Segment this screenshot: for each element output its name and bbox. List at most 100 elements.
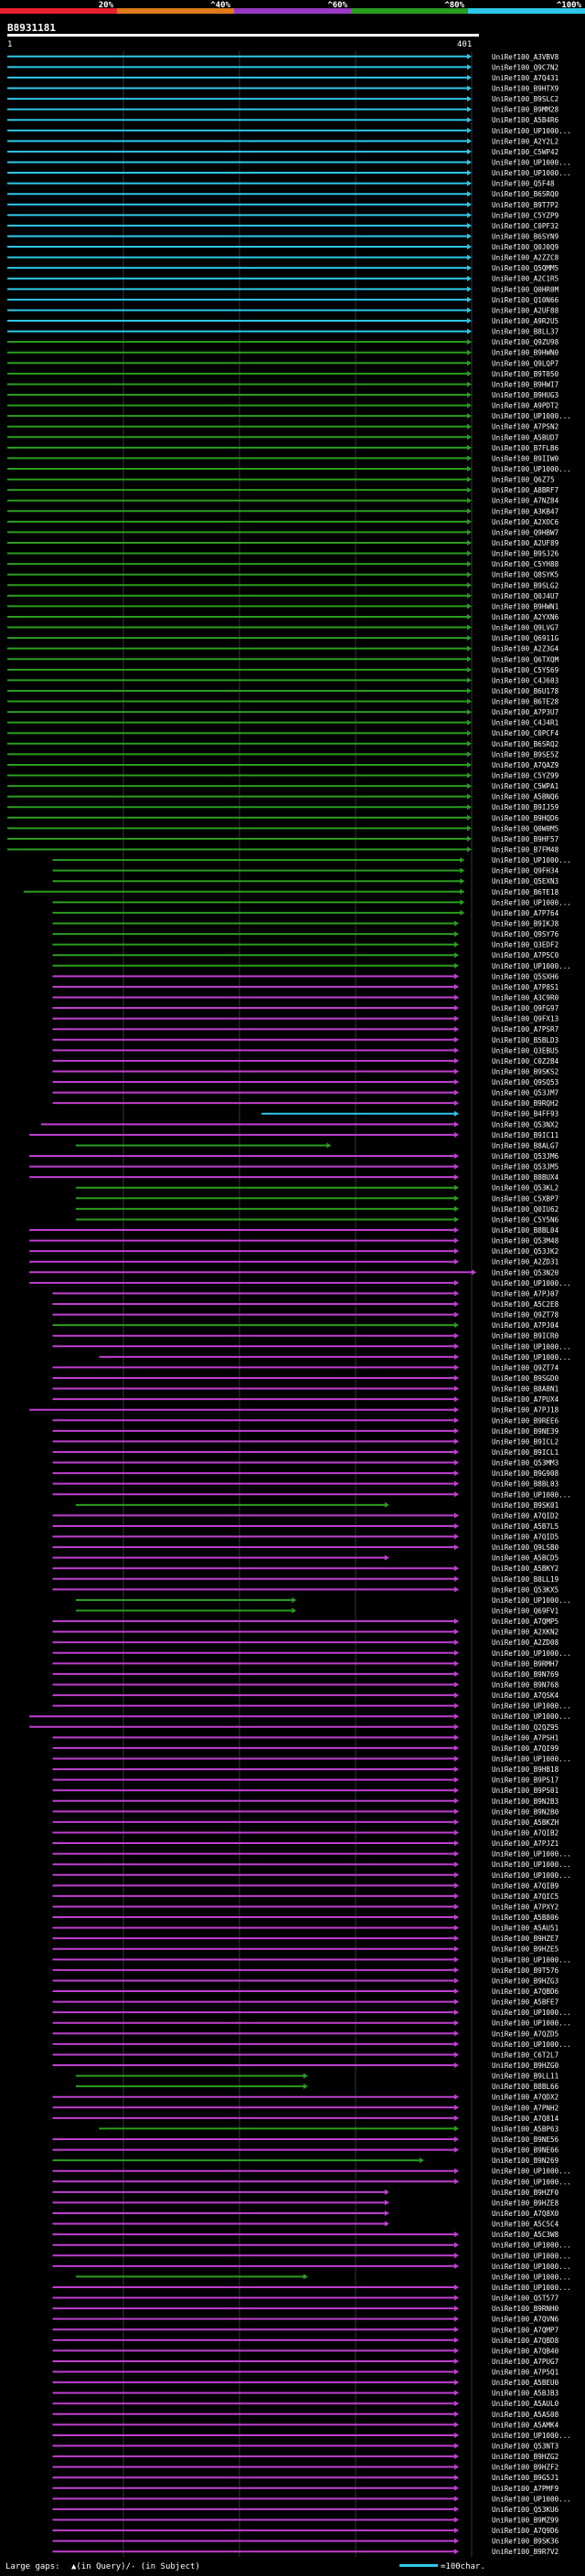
hit-arrow	[454, 1861, 460, 1868]
hit-row: UniRef100_UP1000...	[52, 1702, 571, 1711]
hit-row: UniRef100_UP1000...	[75, 2273, 571, 2281]
hit-arrow	[467, 370, 472, 376]
hit-arrow	[454, 1998, 460, 2005]
hit-label: UniRef100_A7PMF9	[492, 2485, 559, 2493]
hit-arrow	[460, 899, 465, 906]
hit-label: UniRef100_B9MM28	[492, 106, 559, 114]
hit-row: UniRef100_UP1000...	[29, 1279, 571, 1288]
hit-arrow	[467, 85, 472, 91]
hit-label: UniRef100_B9IC11	[492, 1131, 559, 1140]
hit-arrow	[467, 360, 472, 366]
hit-row: UniRef100_UP1000...	[7, 412, 571, 420]
hit-row: UniRef100_UP1000...	[99, 1353, 571, 1362]
hit-arrow	[467, 296, 472, 302]
hit-row: UniRef100_A3VBV8	[7, 53, 559, 61]
hit-label: UniRef100_A2ZD31	[492, 1258, 559, 1267]
hit-arrow	[467, 254, 472, 260]
hit-row: UniRef100_A5B4R6	[7, 116, 559, 124]
hit-row: UniRef100_B6SYN9	[7, 232, 559, 240]
hit-label: UniRef100_Q0W0M5	[492, 824, 558, 832]
hit-row: UniRef100_B9T050	[7, 370, 559, 378]
hit-row: UniRef100_Q53JM5	[29, 1163, 558, 1171]
hit-label: UniRef100_B8BUX4	[492, 1173, 559, 1182]
hit-arrow	[384, 2200, 389, 2206]
hit-arrow	[467, 191, 472, 197]
hit-arrow	[454, 1565, 460, 1572]
hit-row: UniRef100_UP1000...	[52, 2019, 571, 2028]
hit-label: UniRef100_Q53KX5	[492, 1585, 558, 1594]
hit-label: UniRef100_A5BP63	[492, 2125, 558, 2133]
hit-row: UniRef100_Q6911G	[7, 634, 559, 642]
hit-label: UniRef100_A2XKN2	[492, 1628, 558, 1637]
hit-label: UniRef100_A7P5C0	[492, 951, 559, 959]
hit-row: UniRef100_A7P5Q1	[52, 2369, 559, 2377]
hit-label: UniRef100_A5BJB3	[492, 2390, 558, 2398]
hit-arrow	[303, 2072, 308, 2079]
hit-row: UniRef100_Q9HBW7	[7, 528, 558, 536]
hit-row: UniRef100_B9RNH0	[52, 2305, 559, 2313]
hit-row: UniRef100_UP1000...	[52, 1649, 571, 1658]
hit-arrow	[467, 328, 472, 334]
scale-label: 20%	[99, 1, 114, 10]
hit-row: UniRef100_A7QID2	[52, 1511, 558, 1520]
hit-arrow	[467, 814, 472, 821]
hit-row: UniRef100_Q3EDF2	[52, 941, 558, 949]
hit-arrow	[467, 825, 472, 832]
hit-row: UniRef100_A7NZ84	[7, 497, 559, 505]
hit-arrow	[467, 645, 472, 652]
hit-label: UniRef100_Q0J0Q9	[492, 243, 559, 251]
hit-arrow	[454, 2348, 460, 2354]
hit-label: UniRef100_B5BLD3	[492, 1036, 558, 1044]
hit-row: UniRef100_B9HZG0	[52, 2062, 559, 2070]
hit-label: UniRef100_Q5QMM5	[492, 264, 558, 272]
hit-arrow	[454, 1586, 460, 1593]
hit-arrow	[467, 434, 472, 440]
hit-arrow	[454, 1089, 460, 1096]
hit-label: UniRef100_UP1000...	[492, 1649, 571, 1658]
hit-label: UniRef100_A8BRF7	[492, 486, 558, 494]
hit-label: UniRef100_A2YXN6	[492, 613, 559, 621]
hit-row: UniRef100_B9NE39	[52, 1427, 559, 1436]
hit-label: UniRef100_A5AMK4	[492, 2421, 559, 2429]
hit-row: UniRef100_B9N2B3	[52, 1797, 558, 1806]
hit-row: UniRef100_A5C2E8	[52, 1300, 559, 1309]
hit-arrow	[454, 973, 460, 980]
hit-arrow	[454, 1068, 460, 1075]
hit-row: UniRef100_Q5EXN3	[52, 877, 558, 885]
hit-label: UniRef100_C5XBP7	[492, 1194, 558, 1203]
hit-label: UniRef100_Q9ZU98	[492, 338, 559, 346]
hit-row: UniRef100_A5BP63	[99, 2125, 558, 2133]
hit-label: UniRef100_B6SRQ2	[492, 740, 558, 748]
hit-label: UniRef100_B9T7P2	[492, 201, 558, 209]
hit-arrow	[454, 2168, 460, 2174]
hit-row: UniRef100_C0Z2B4	[52, 1057, 559, 1065]
hit-row: UniRef100_UP1000...	[52, 1342, 571, 1351]
hit-row: UniRef100_B9HZG3	[52, 1977, 558, 1985]
hit-row: UniRef100_B9SK36	[52, 2538, 559, 2546]
hit-arrow	[467, 381, 472, 387]
hit-row: UniRef100_UP1000...	[52, 1871, 571, 1880]
hit-arrow	[467, 783, 472, 790]
hit-arrow	[454, 2538, 460, 2544]
hit-label: UniRef100_Q53JM7	[492, 1089, 558, 1097]
hit-row: UniRef100_Q53NT3	[52, 2443, 558, 2451]
hit-row: UniRef100_UP1000...	[52, 962, 571, 970]
hit-row: UniRef100_A5AS08	[52, 2411, 559, 2419]
hit-arrow	[467, 318, 472, 324]
hit-label: UniRef100_A7QI99	[492, 1744, 559, 1753]
hit-arrow	[467, 761, 472, 768]
hit-arrow	[467, 349, 472, 355]
hit-label: UniRef100_B7FM48	[492, 846, 559, 854]
hit-arrow	[467, 286, 472, 292]
hit-label: UniRef100_A7P5Q1	[492, 2369, 559, 2377]
hit-label: UniRef100_B6TE18	[492, 888, 559, 896]
hit-row: UniRef100_A7QDX2	[52, 2094, 558, 2102]
hit-row: UniRef100_C4J603	[7, 676, 558, 684]
hit-label: UniRef100_A7P764	[492, 909, 559, 917]
hit-row: UniRef100_A5BEU0	[52, 2379, 559, 2387]
hit-row: UniRef100_UP1000...	[7, 465, 571, 473]
hit-row: UniRef100_UP1000...	[7, 127, 571, 135]
hit-label: UniRef100_A5AU51	[492, 1924, 559, 1933]
hit-arrow	[454, 1036, 460, 1043]
hit-arrow	[467, 170, 472, 176]
